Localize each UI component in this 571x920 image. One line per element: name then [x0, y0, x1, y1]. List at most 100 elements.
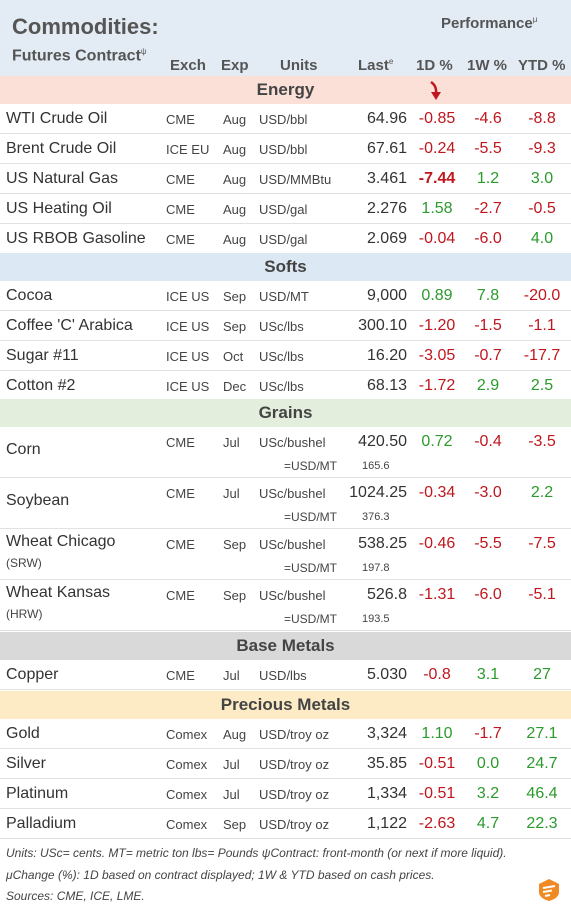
table-row: Coffee 'C' Arabica ICE US Sep USc/lbs 300.10… — [0, 311, 571, 341]
last-price: 300.10 — [358, 317, 407, 334]
commodity-name: WTI Crude Oil — [6, 110, 108, 127]
change-ytd: -5.1 — [528, 586, 556, 603]
conversion-value: 197.8 — [362, 562, 390, 574]
table-row: Copper CME Jul USD/lbs 5.030 -0.8 3.1 27 — [0, 660, 571, 690]
change-1w: -5.5 — [474, 535, 502, 552]
commodity-name: Platinum — [6, 785, 69, 802]
table-row: WTI Crude Oil CME Aug USD/bbl 64.96 -0.85 -4.6… — [0, 104, 571, 134]
col-last: Laste — [358, 57, 393, 74]
exchange: Comex — [166, 817, 208, 832]
expiry: Sep — [223, 319, 247, 334]
expiry: Aug — [223, 172, 247, 187]
table-row: US Heating Oil CME Aug USD/gal 2.276 1.58 -2.7… — [0, 194, 571, 224]
exchange: CME — [166, 537, 195, 552]
expiry: Sep — [223, 817, 247, 832]
change-1d: -3.05 — [418, 347, 456, 364]
commodity-name: Cocoa — [6, 287, 53, 304]
change-1d: 1.10 — [421, 725, 453, 742]
col-last-text: Last — [358, 57, 389, 74]
expiry: Jul — [223, 486, 240, 501]
units: USD/MMBtu — [259, 172, 332, 187]
last-price: 420.50 — [358, 433, 407, 450]
change-1d: -7.44 — [418, 170, 456, 187]
expiry: Aug — [223, 112, 247, 127]
change-ytd: 46.4 — [526, 785, 558, 802]
change-1w: -1.5 — [474, 317, 502, 334]
change-1d: -0.46 — [418, 535, 456, 552]
change-ytd: -9.3 — [528, 140, 556, 157]
col-1d: 1D % — [416, 57, 453, 74]
change-1d: 0.72 — [421, 433, 453, 450]
conversion-value: 193.5 — [362, 613, 390, 625]
last-price: 3,324 — [366, 725, 407, 742]
subtitle-mark: ψ — [140, 47, 147, 56]
exchange: ICE EU — [166, 142, 210, 157]
table-row: Silver Comex Jul USD/troy oz 35.85 -0.51 0.0 24… — [0, 749, 571, 779]
performance-text: Performance — [441, 15, 533, 32]
last-price: 5.030 — [366, 666, 407, 683]
units: USc/bushel — [259, 435, 326, 450]
change-1d: -0.51 — [418, 755, 456, 772]
change-1w: 3.1 — [476, 666, 500, 683]
change-1w: 1.2 — [476, 170, 500, 187]
change-ytd: -7.5 — [528, 535, 556, 552]
units: USD/troy oz — [259, 817, 330, 832]
table-row: Cocoa ICE US Sep USD/MT 9,000 0.89 7.8 -20.0 — [0, 281, 571, 311]
exchange: ICE US — [166, 289, 210, 304]
table-row: Platinum Comex Jul USD/troy oz 1,334 -0.51 3.2… — [0, 779, 571, 809]
commodity-name: Corn — [6, 441, 41, 458]
subtitle-text: Futures Contract — [12, 47, 141, 65]
change-1w: -0.4 — [474, 433, 502, 450]
commodity-name: Silver — [6, 755, 47, 772]
units: USc/lbs — [259, 379, 304, 394]
change-ytd: 2.5 — [530, 377, 554, 394]
expiry: Aug — [223, 142, 247, 157]
exchange: CME — [166, 435, 195, 450]
units: USD/gal — [259, 232, 308, 247]
exchange: CME — [166, 668, 195, 683]
units: USc/bushel — [259, 486, 326, 501]
commodity-name: Brent Crude Oil — [6, 140, 117, 157]
commodity-name: Coffee 'C' Arabica — [6, 317, 133, 334]
section-header-energy: Energy — [0, 76, 571, 104]
expiry: Sep — [223, 537, 247, 552]
change-1d: -0.8 — [423, 666, 451, 683]
exchange: CME — [166, 588, 195, 603]
expiry: Oct — [223, 349, 244, 364]
table-row: Corn CME Jul USc/bushel 420.50 =USD/MT 165.6 0.… — [0, 427, 571, 478]
brand-logo-icon — [539, 879, 559, 901]
footer-units: Units: USc= cents. MT= metric ton lbs= P… — [6, 846, 507, 860]
exchange: Comex — [166, 787, 208, 802]
change-1w: -4.6 — [474, 110, 502, 127]
col-exp: Exp — [221, 57, 249, 74]
change-1d: -0.34 — [418, 484, 456, 501]
commodity-name: US Natural Gas — [6, 170, 119, 187]
change-ytd: 4.0 — [530, 230, 554, 247]
commodity-name: Gold — [6, 725, 40, 742]
units: USD/troy oz — [259, 727, 330, 742]
conversion-label: =USD/MT — [284, 612, 338, 626]
footer-sources: Sources: CME, ICE, LME. — [6, 889, 145, 903]
table-row: Cotton #2 ICE US Dec USc/lbs 68.13 -1.72 2.9 2.… — [0, 371, 571, 401]
last-price: 538.25 — [358, 535, 407, 552]
change-1d: -0.51 — [418, 785, 456, 802]
last-price: 2.276 — [366, 200, 407, 217]
change-1d: -2.63 — [418, 815, 456, 832]
last-price: 1024.25 — [349, 484, 407, 501]
units: USc/lbs — [259, 349, 304, 364]
change-ytd: -3.5 — [528, 433, 556, 450]
change-1d: -1.20 — [418, 317, 456, 334]
change-ytd: -8.8 — [528, 110, 556, 127]
table-row: Brent Crude Oil ICE EU Aug USD/bbl 67.61 -0.2… — [0, 134, 571, 164]
table-row: Wheat Chicago (SRW) CME Sep USc/bushel 538.25… — [0, 529, 571, 580]
commodity-subname: (SRW) — [6, 556, 42, 570]
change-ytd: -20.0 — [523, 287, 561, 304]
change-1w: 4.7 — [476, 815, 500, 832]
commodity-name: Copper — [6, 666, 59, 683]
expiry: Dec — [223, 379, 247, 394]
units: USD/lbs — [259, 668, 307, 683]
conversion-label: =USD/MT — [284, 459, 338, 473]
last-price: 9,000 — [366, 287, 407, 304]
exchange: CME — [166, 232, 195, 247]
change-ytd: 27 — [533, 666, 551, 683]
